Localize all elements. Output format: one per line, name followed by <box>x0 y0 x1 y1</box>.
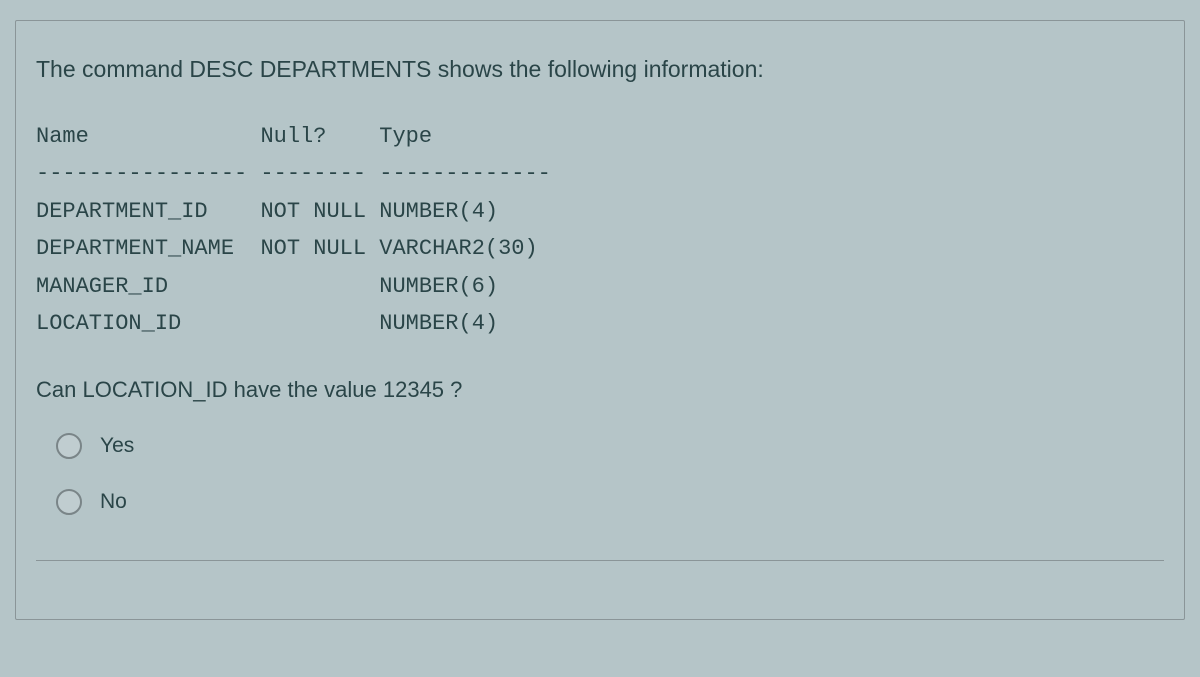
radio-icon <box>56 433 82 459</box>
option-yes[interactable]: Yes <box>56 433 1164 459</box>
desc-output: Name Null? Type ---------------- -------… <box>36 118 1164 342</box>
radio-icon <box>56 489 82 515</box>
table-row: DEPARTMENT_ID NOT NULL NUMBER(4) <box>36 193 1164 230</box>
divider-line <box>36 560 1164 561</box>
sub-question: Can LOCATION_ID have the value 12345 ? <box>36 377 1164 403</box>
question-intro: The command DESC DEPARTMENTS shows the f… <box>36 56 1164 83</box>
desc-header-row: Name Null? Type <box>36 118 1164 155</box>
table-row: MANAGER_ID NUMBER(6) <box>36 268 1164 305</box>
option-label: No <box>100 490 127 514</box>
options-group: Yes No <box>36 433 1164 515</box>
question-container: The command DESC DEPARTMENTS shows the f… <box>15 20 1185 620</box>
option-no[interactable]: No <box>56 489 1164 515</box>
table-row: DEPARTMENT_NAME NOT NULL VARCHAR2(30) <box>36 230 1164 267</box>
table-row: LOCATION_ID NUMBER(4) <box>36 305 1164 342</box>
option-label: Yes <box>100 434 134 458</box>
col-null: Null? <box>260 124 326 149</box>
col-type: Type <box>379 124 432 149</box>
desc-divider: ---------------- -------- ------------- <box>36 155 1164 192</box>
col-name: Name <box>36 124 89 149</box>
